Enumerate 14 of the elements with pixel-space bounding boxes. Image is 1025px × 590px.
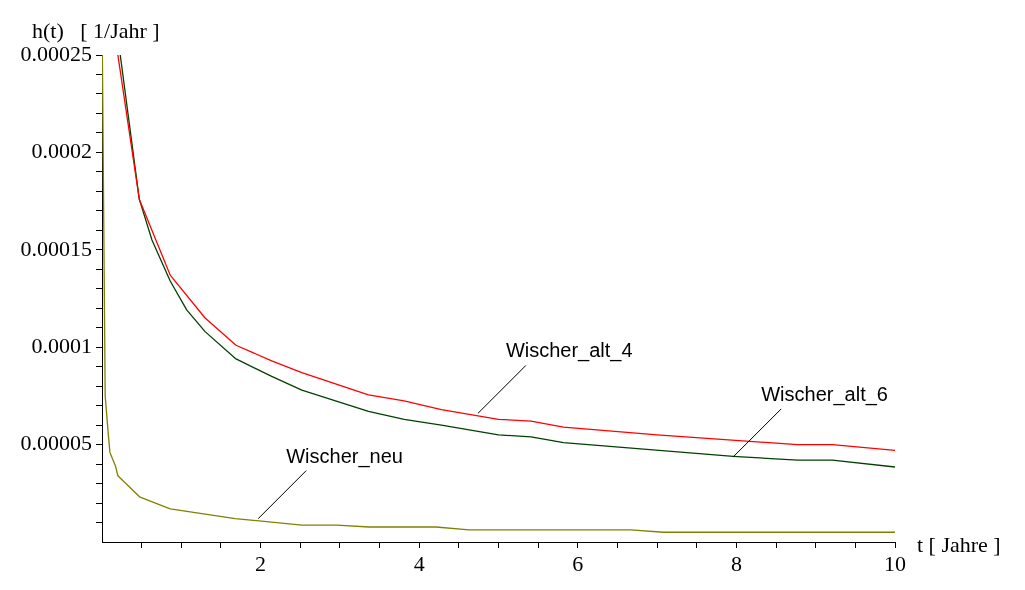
y-tick-label: 0.0002 — [31, 138, 92, 164]
annotation: Wischer_neu — [286, 444, 403, 468]
x-tick-label: 8 — [730, 550, 742, 576]
annotation: Wischer_alt_4 — [505, 339, 633, 363]
y-tick-label: 0.0001 — [31, 332, 92, 358]
y-tick-label: 0.00015 — [20, 235, 92, 261]
x-tick-label: 2 — [255, 550, 267, 576]
y-axis-title: h(t) [ 1/Jahr ] — [32, 18, 160, 43]
x-tick-label: 4 — [413, 550, 425, 576]
annotation: Wischer_alt_6 — [761, 382, 888, 406]
x-tick-label: 10 — [884, 550, 906, 576]
x-axis-title: t [ Jahre ] — [917, 532, 1001, 557]
x-tick-label: 6 — [572, 550, 584, 576]
y-tick-label: 0.00005 — [20, 430, 92, 456]
